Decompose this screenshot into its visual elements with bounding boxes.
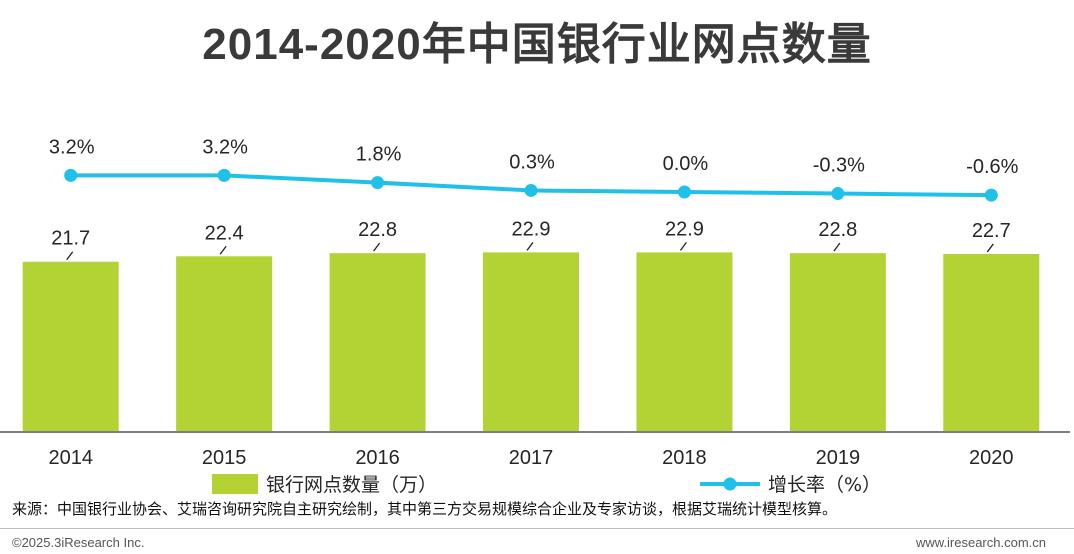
growth-point-2014 xyxy=(64,168,78,182)
growth-point-2020 xyxy=(984,188,998,202)
x-tick-label-2019: 2019 xyxy=(816,447,861,469)
bar-label-leader-2019 xyxy=(833,242,841,252)
bar-value-label-2017: 22.9 xyxy=(512,218,551,240)
bar-value-label-2019: 22.8 xyxy=(818,219,857,241)
bar-2019 xyxy=(789,253,886,431)
bar-value-label-2020: 22.7 xyxy=(972,220,1011,242)
bar-label-leader-2016 xyxy=(373,242,381,252)
bar-label-leader-2018 xyxy=(679,241,687,251)
growth-point-2016 xyxy=(371,176,385,190)
bar-2015 xyxy=(176,256,273,431)
growth-point-2015 xyxy=(217,168,231,182)
bar-2014 xyxy=(22,261,119,431)
growth-point-2019 xyxy=(831,187,845,201)
x-tick-label-2015: 2015 xyxy=(202,447,247,469)
source-note: 来源：中国银行业协会、艾瑞咨询研究院自主研究绘制，其中第三方交易规模综合企业及专… xyxy=(12,500,838,518)
growth-value-label-2016: 1.8% xyxy=(356,144,402,166)
bar-label-leader-2020 xyxy=(986,243,994,253)
bar-value-label-2016: 22.8 xyxy=(358,219,397,241)
copyright-text: ©2025.3iResearch Inc. xyxy=(12,535,145,550)
x-tick-label-2020: 2020 xyxy=(969,447,1014,469)
growth-point-2017 xyxy=(524,183,538,197)
bar-label-leader-2015 xyxy=(219,245,227,255)
bar-value-label-2018: 22.9 xyxy=(665,218,704,240)
legend-label-line: 增长率（%） xyxy=(768,474,881,496)
legend-label-bars: 银行网点数量（万） xyxy=(266,474,437,496)
growth-value-label-2017: 0.3% xyxy=(509,151,555,173)
legend-swatch-marker xyxy=(723,477,737,491)
growth-value-label-2015: 3.2% xyxy=(202,136,248,158)
bar-value-label-2014: 21.7 xyxy=(51,228,90,250)
footer-divider xyxy=(0,528,1074,529)
x-tick-label-2017: 2017 xyxy=(509,447,554,469)
bar-label-leader-2014 xyxy=(66,251,74,261)
bar-value-label-2015: 22.4 xyxy=(205,222,244,244)
bar-2017 xyxy=(483,252,579,431)
bar-label-leader-2017 xyxy=(526,241,534,251)
growth-point-2018 xyxy=(677,185,691,199)
growth-value-label-2019: -0.3% xyxy=(813,155,865,177)
x-tick-label-2018: 2018 xyxy=(662,447,707,469)
bar-2016 xyxy=(329,253,426,431)
chart-title: 2014-2020年中国银行业网点数量 xyxy=(202,20,872,69)
bar-2020 xyxy=(943,253,1040,431)
x-tick-label-2014: 2014 xyxy=(48,447,93,469)
website-link[interactable]: www.iresearch.com.cn xyxy=(915,535,1046,550)
legend-swatch-bars xyxy=(212,474,258,494)
growth-value-label-2020: -0.6% xyxy=(966,156,1018,178)
x-tick-label-2016: 2016 xyxy=(355,447,400,469)
growth-value-label-2014: 3.2% xyxy=(49,136,95,158)
growth-value-label-2018: 0.0% xyxy=(663,153,709,175)
bar-2018 xyxy=(636,252,733,431)
